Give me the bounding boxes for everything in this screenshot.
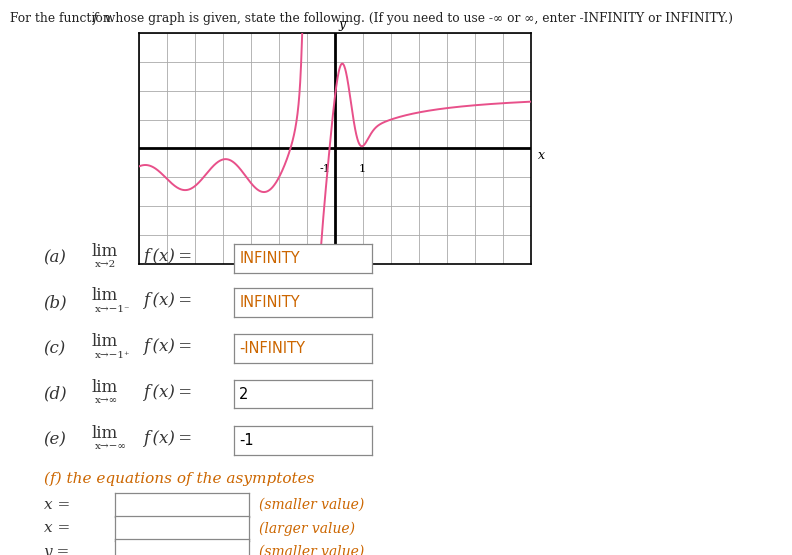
Text: lim: lim — [91, 243, 117, 260]
Text: For the function: For the function — [10, 12, 114, 25]
Text: x: x — [539, 149, 546, 162]
Text: (c): (c) — [44, 340, 66, 357]
Text: 1: 1 — [359, 164, 366, 174]
Text: lim: lim — [91, 425, 117, 442]
Text: lim: lim — [91, 334, 117, 350]
Text: (f) the equations of the asymptotes: (f) the equations of the asymptotes — [44, 471, 314, 486]
Text: x→2: x→2 — [95, 260, 116, 269]
Text: -INFINITY: -INFINITY — [239, 341, 305, 356]
Text: y =: y = — [44, 544, 70, 555]
Text: y: y — [338, 18, 345, 31]
Text: f (x) =: f (x) = — [143, 248, 192, 265]
Text: INFINITY: INFINITY — [239, 250, 300, 266]
Text: -1: -1 — [239, 432, 253, 448]
Text: (d): (d) — [44, 386, 67, 402]
Text: lim: lim — [91, 287, 117, 304]
Text: f (x) =: f (x) = — [143, 430, 192, 447]
Text: f (x) =: f (x) = — [143, 339, 192, 355]
Text: INFINITY: INFINITY — [239, 295, 300, 310]
Text: (e): (e) — [44, 432, 67, 448]
Text: x =: x = — [44, 521, 70, 536]
Text: x→−1⁻: x→−1⁻ — [95, 305, 131, 314]
Text: (a): (a) — [44, 250, 67, 266]
Text: -1: -1 — [319, 164, 330, 174]
Text: (b): (b) — [44, 294, 67, 311]
Text: f (x) =: f (x) = — [143, 292, 192, 309]
Text: (smaller value): (smaller value) — [259, 544, 364, 555]
Text: x→−∞: x→−∞ — [95, 442, 127, 451]
Text: f (x) =: f (x) = — [143, 384, 192, 401]
Text: lim: lim — [91, 379, 117, 396]
Text: (larger value): (larger value) — [259, 521, 355, 536]
Text: x→∞: x→∞ — [95, 396, 118, 405]
Text: (smaller value): (smaller value) — [259, 498, 364, 512]
Text: f: f — [93, 12, 97, 25]
Text: x→−1⁺: x→−1⁺ — [95, 351, 131, 360]
Text: x =: x = — [44, 498, 70, 512]
Text: 2: 2 — [239, 386, 249, 402]
Text: whose graph is given, state the following. (If you need to use -∞ or ∞, enter -I: whose graph is given, state the followin… — [101, 12, 733, 25]
